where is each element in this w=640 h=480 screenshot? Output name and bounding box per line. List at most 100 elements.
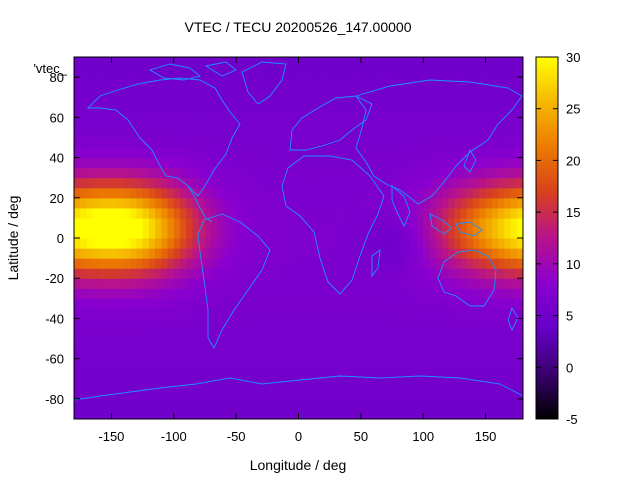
heatmap-cell xyxy=(360,408,368,419)
coastline-australia xyxy=(437,249,497,307)
heatmap-cell xyxy=(105,157,113,169)
heatmap-cell xyxy=(80,358,88,370)
heatmap-cell xyxy=(304,338,312,350)
heatmap-cell xyxy=(491,117,499,128)
heatmap-cell xyxy=(273,248,281,259)
heatmap-cell xyxy=(148,57,156,68)
heatmap-cell xyxy=(323,157,331,169)
heatmap-cell xyxy=(429,238,437,249)
heatmap-cell xyxy=(498,238,505,249)
heatmap-cell xyxy=(367,368,374,380)
heatmap-cell xyxy=(198,288,206,299)
heatmap-cell xyxy=(342,187,349,199)
heatmap-cell xyxy=(223,308,231,320)
heatmap-cell xyxy=(510,107,518,118)
heatmap-cell xyxy=(373,77,381,88)
heatmap-cell xyxy=(354,388,362,400)
heatmap-cell xyxy=(516,238,523,249)
heatmap-cell xyxy=(155,187,162,199)
heatmap-cell xyxy=(229,127,237,139)
heatmap-cell xyxy=(173,167,181,179)
heatmap-cell xyxy=(148,268,156,279)
heatmap-cell xyxy=(136,147,144,159)
heatmap-cell xyxy=(317,187,325,199)
heatmap-cell xyxy=(385,338,393,350)
heatmap-cell xyxy=(448,177,456,189)
heatmap-cell xyxy=(161,398,169,410)
heatmap-cell xyxy=(123,378,131,390)
heatmap-cell xyxy=(86,217,94,229)
heatmap-cell xyxy=(242,97,250,108)
heatmap-cell xyxy=(323,258,331,269)
heatmap-cell xyxy=(279,117,287,128)
heatmap-cell xyxy=(111,217,119,229)
coastline-japan xyxy=(463,148,477,173)
heatmap-cell xyxy=(273,137,281,149)
heatmap-cell xyxy=(398,117,406,128)
heatmap-cell xyxy=(292,378,300,390)
heatmap-cell xyxy=(261,197,268,209)
heatmap-cell xyxy=(192,97,200,108)
heatmap-cell xyxy=(105,187,113,199)
heatmap-cell xyxy=(80,388,88,400)
heatmap-cell xyxy=(229,177,237,189)
heatmap-cell xyxy=(323,388,331,400)
heatmap-cell xyxy=(123,328,131,340)
heatmap-cell xyxy=(161,97,169,108)
heatmap-cell xyxy=(367,177,374,189)
heatmap-cell xyxy=(404,117,412,128)
heatmap-cell xyxy=(460,388,468,400)
heatmap-cell xyxy=(198,318,206,330)
heatmap-cell xyxy=(360,77,368,88)
heatmap-cell xyxy=(354,127,362,139)
heatmap-cell xyxy=(448,338,456,350)
heatmap-cell xyxy=(279,157,287,169)
heatmap-cell xyxy=(248,238,256,249)
heatmap-cell xyxy=(392,278,399,289)
x-tick-label: 150 xyxy=(475,429,497,444)
heatmap-cell xyxy=(454,137,462,149)
heatmap-cell xyxy=(485,278,493,289)
heatmap-cell xyxy=(136,137,144,149)
heatmap-cell xyxy=(429,57,437,68)
colorbar-gradient xyxy=(535,56,559,420)
heatmap-cell xyxy=(466,127,474,139)
heatmap-cell xyxy=(123,268,131,279)
heatmap-cell xyxy=(223,318,231,330)
heatmap-cell xyxy=(130,207,137,219)
heatmap-cell xyxy=(292,77,300,88)
heatmap-cell xyxy=(186,268,194,279)
heatmap-cell xyxy=(310,388,318,400)
heatmap-cell xyxy=(498,338,505,350)
heatmap-cell xyxy=(429,398,437,410)
heatmap-cell xyxy=(111,238,119,249)
heatmap-cell xyxy=(248,77,256,88)
heatmap-cell xyxy=(123,388,131,400)
colorbar-tick-label: 30 xyxy=(566,50,580,65)
heatmap-cell xyxy=(460,57,468,68)
heatmap-cell xyxy=(354,117,362,128)
heatmap-cell xyxy=(161,77,169,88)
heatmap-cell xyxy=(466,187,474,199)
heatmap-cell xyxy=(485,318,493,330)
heatmap-cell xyxy=(261,338,268,350)
heatmap-cell xyxy=(148,227,156,239)
heatmap-cell xyxy=(310,107,318,118)
heatmap-cell xyxy=(354,318,362,330)
heatmap-cell xyxy=(498,227,505,239)
heatmap-cell xyxy=(292,328,300,340)
heatmap-cell xyxy=(510,338,518,350)
heatmap-cell xyxy=(435,87,443,98)
heatmap-cell xyxy=(117,217,125,229)
heatmap-cell xyxy=(242,127,250,139)
heatmap-cell xyxy=(310,97,318,108)
heatmap-cell xyxy=(261,318,268,330)
heatmap-cell xyxy=(254,67,262,78)
heatmap-cell xyxy=(304,318,312,330)
heatmap-cell xyxy=(167,217,175,229)
heatmap-cell xyxy=(105,177,113,189)
heatmap-cell xyxy=(74,348,81,360)
heatmap-cell xyxy=(298,248,306,259)
heatmap-cell xyxy=(423,308,431,320)
heatmap-cell xyxy=(373,177,381,189)
